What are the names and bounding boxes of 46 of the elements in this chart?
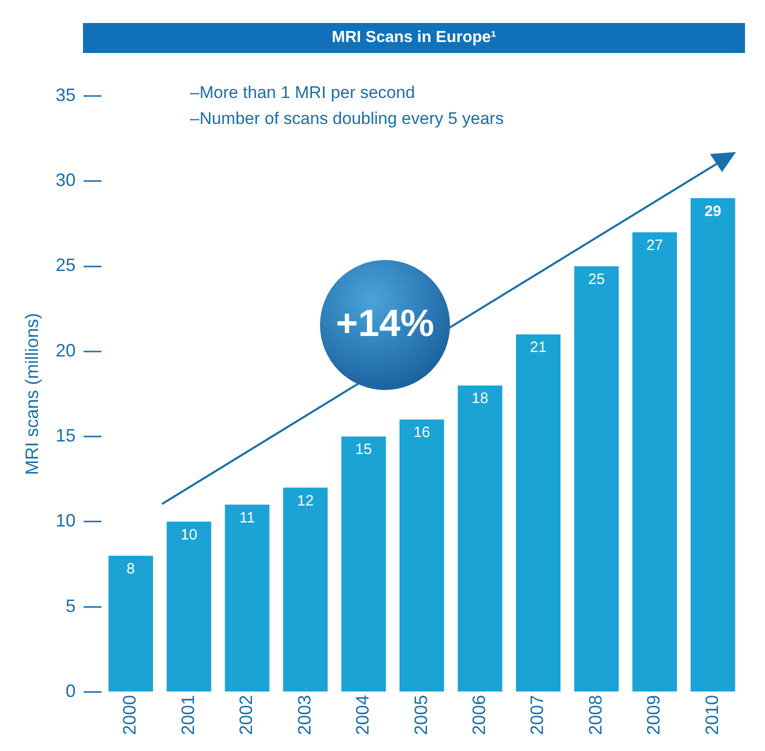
- x-tick-label: 2003: [294, 694, 314, 736]
- x-tick-label: 2008: [585, 694, 606, 736]
- annotation: –Number of scans doubling every 5 years: [190, 108, 504, 130]
- data-label: 18: [472, 390, 488, 408]
- y-tick-label: 20: [56, 340, 76, 360]
- bar: [341, 436, 386, 692]
- x-tick-label: 2006: [468, 694, 489, 736]
- bar: [690, 198, 736, 692]
- x-tick-label: 2007: [527, 694, 548, 736]
- data-label: 8: [126, 560, 135, 578]
- y-tick-label: 10: [56, 510, 76, 531]
- x-tick-label: 2004: [352, 694, 373, 736]
- bar: [166, 522, 212, 692]
- x-tick-label: 2001: [178, 694, 198, 736]
- bar: [224, 504, 270, 692]
- x-tick-label: 2000: [120, 694, 140, 736]
- x-tick-label: 2005: [410, 694, 431, 736]
- y-tick-label: 30: [56, 170, 76, 190]
- y-axis-title: MRI scans (millions): [22, 312, 42, 475]
- y-tick-label: 0: [66, 680, 76, 701]
- annotation: +14%: [334, 303, 436, 346]
- x-tick-label: 2009: [644, 694, 664, 736]
- bar: [400, 420, 444, 692]
- y-tick-label: 5: [66, 596, 76, 616]
- data-label: 25: [588, 270, 605, 288]
- bar: [632, 232, 677, 692]
- x-tick-label: 2002: [236, 694, 256, 736]
- bar: [283, 488, 328, 692]
- bar: [108, 556, 153, 692]
- bar: [458, 385, 502, 692]
- bar: [574, 266, 619, 692]
- bar: [516, 334, 561, 692]
- y-tick-label: 35: [56, 84, 76, 105]
- data-label: 21: [530, 339, 547, 356]
- data-label: 11: [239, 509, 255, 526]
- y-tick-label: 15: [56, 426, 76, 446]
- y-tick-label: 25: [56, 255, 76, 276]
- annotation: –More than 1 MRI per second: [190, 82, 416, 104]
- data-label: 15: [355, 441, 372, 458]
- data-label: 27: [646, 236, 664, 254]
- chart-title: MRI Scans in Europe¹: [83, 23, 745, 53]
- data-label: 10: [180, 526, 198, 544]
- data-label: 12: [297, 492, 314, 510]
- data-label: 29: [704, 202, 722, 220]
- data-label: 16: [413, 424, 430, 442]
- x-tick-label: 2010: [702, 694, 722, 736]
